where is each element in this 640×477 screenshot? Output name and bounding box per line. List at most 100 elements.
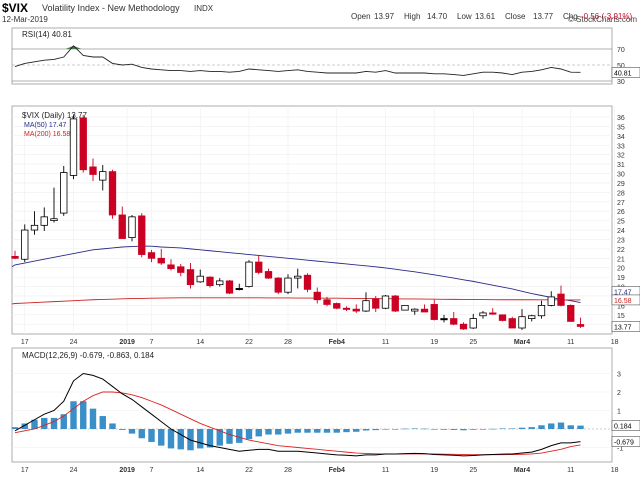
candle-body (352, 308, 360, 312)
price-tick-0: 36 (617, 115, 625, 122)
x-label-macd-9: 19 (430, 467, 438, 474)
candle-body (60, 172, 68, 214)
x-label-price-11: Mar4 (514, 339, 530, 346)
macd-hist-bar (119, 429, 126, 430)
macd-hist-bar (177, 429, 184, 450)
ma200-line (11, 297, 581, 305)
price-tick-8: 28 (617, 190, 625, 197)
candle-body (99, 171, 107, 181)
candle-body (430, 304, 438, 320)
candle-body (89, 166, 97, 175)
macd-hist-bar (265, 429, 272, 435)
candle-body (264, 271, 273, 279)
price-tick-7: 29 (617, 181, 625, 188)
macd-hist-bar (236, 429, 243, 443)
macd-hist-bar (31, 419, 38, 429)
macd-hist-bar (284, 429, 292, 434)
price-tick-2: 34 (617, 134, 625, 141)
price-tick-21: 15 (617, 313, 625, 320)
macd-hist-bar (548, 423, 555, 429)
candle-body (372, 298, 380, 309)
price-tick-11: 25 (617, 219, 625, 226)
x-label-macd-4: 14 (196, 467, 204, 474)
x-label-macd-11: Mar4 (514, 467, 530, 474)
price-label-ma50: 17.47 (614, 290, 632, 297)
macd-hist-bar (411, 428, 418, 430)
macd-label-macd: -0.679 (614, 440, 634, 447)
x-label-price-8: 11 (382, 339, 389, 346)
rsi-last-box (611, 67, 640, 78)
price-panel: 3635343332313029282726252423222120191817… (11, 105, 640, 335)
x-label-price-5: 22 (245, 339, 253, 346)
x-label-macd-3: 7 (150, 467, 154, 474)
macd-label-hist-box (611, 420, 640, 431)
quote-label-1: High (404, 12, 420, 21)
candle-body (274, 277, 282, 293)
macd-frame (11, 347, 613, 463)
macd-hist-bar (567, 425, 574, 429)
macd-hist-bar (528, 427, 535, 429)
candle-body (498, 314, 507, 321)
chart-name: Volatility Index - New Methodology (42, 3, 180, 13)
price-label-ma200-box (611, 294, 640, 306)
candle-body (118, 214, 126, 239)
macd-hist-bar (21, 423, 28, 429)
x-label-macd-7: Feb4 (329, 467, 345, 474)
candle-body (537, 304, 546, 317)
macd-hist-bar (80, 401, 87, 429)
x-label-macd-0: 17 (21, 467, 29, 474)
price-tick-1: 35 (617, 124, 625, 131)
macd-hist-bar (333, 429, 340, 433)
price-tick-10: 26 (617, 209, 625, 216)
x-label-macd-5: 22 (245, 467, 253, 474)
candle-body (69, 118, 78, 176)
x-label-price-12: 11 (567, 339, 574, 346)
quote-summary: Open 13.97 High 14.70 Low 13.61 Close 13.77 Chg -… (351, 12, 632, 21)
macd-legend: MACD(12,26,9) -0.679, -0.863, 0.184 (22, 351, 155, 360)
candle-body (186, 269, 195, 286)
macd-hist-bar (392, 429, 399, 430)
candle-body (50, 218, 58, 222)
quote-label-4: Chg (563, 12, 578, 21)
price-label-close-box (611, 321, 640, 332)
candle-body (40, 216, 48, 226)
candle-body (479, 312, 487, 317)
price-tick-17: 19 (617, 275, 625, 282)
x-label-price-3: 7 (150, 339, 154, 346)
x-label-macd-8: 11 (382, 467, 389, 474)
rsi-line (14, 45, 581, 76)
candle-body (255, 261, 263, 273)
candle-body (528, 315, 536, 319)
macd-hist-bar (128, 429, 136, 434)
macd-hist-bar (323, 429, 331, 433)
candle-body (196, 275, 204, 283)
macd-hist-bar (440, 429, 448, 430)
candle-body (440, 318, 448, 321)
price-tick-9: 27 (617, 200, 625, 207)
macd-hist-bar (353, 429, 360, 432)
macd-hist-bar (304, 429, 311, 433)
macd-tick-3: -1 (617, 446, 623, 453)
price-tick-6: 30 (617, 172, 625, 179)
macd-tick-1: 2 (617, 390, 621, 397)
macd-hist-bar (275, 429, 282, 435)
price-tick-4: 32 (617, 153, 625, 160)
candle-body (381, 295, 390, 309)
macd-hist-bar (460, 429, 467, 431)
macd-hist-bar (401, 428, 409, 430)
rsi-tick-0: 70 (617, 47, 625, 54)
candle-body (79, 117, 87, 171)
price-legend-ma50: MA(50) 17.47 (24, 122, 67, 129)
x-label-price-0: 17 (21, 339, 29, 346)
macd-hist-bar (60, 414, 67, 429)
x-label-macd-12: 11 (567, 467, 574, 474)
macd-hist-bar (109, 423, 116, 429)
ma50-line (11, 245, 581, 304)
x-label-price-2: 2019 (119, 339, 135, 346)
x-label-macd-13: 18 (611, 467, 619, 474)
price-tick-16: 20 (617, 266, 625, 273)
x-label-price-10: 25 (469, 339, 477, 346)
x-label-macd-10: 25 (469, 467, 477, 474)
macd-hist-bar (479, 429, 487, 430)
rsi-panel: 70 50 30 40.81 (11, 27, 640, 86)
